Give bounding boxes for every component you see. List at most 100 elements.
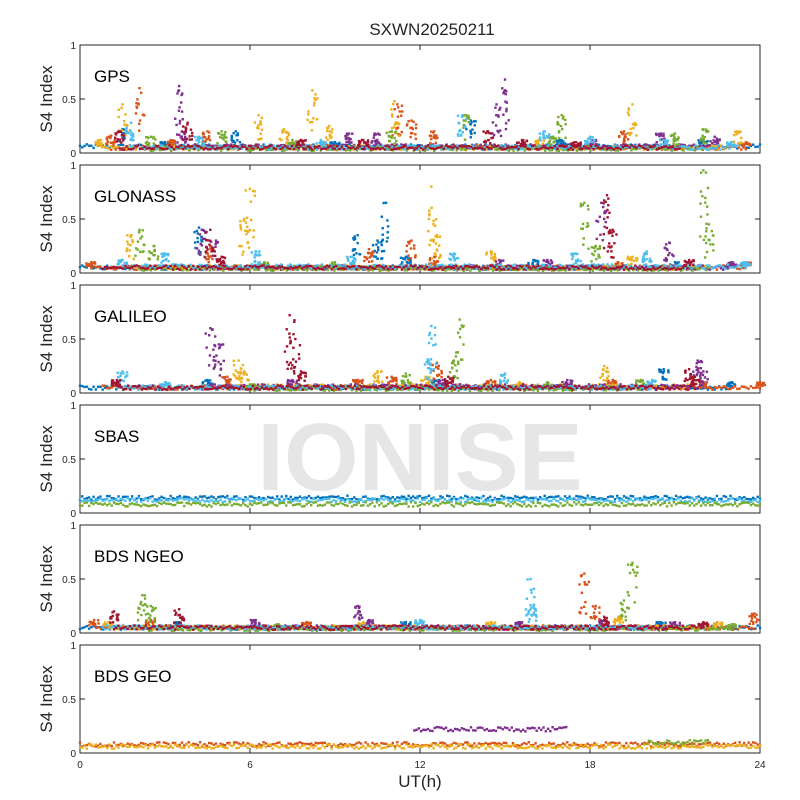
data-point	[469, 269, 471, 271]
data-point	[703, 239, 705, 241]
data-point	[391, 115, 393, 117]
data-point	[314, 93, 316, 95]
data-point	[386, 237, 388, 239]
data-point-peak	[730, 261, 732, 263]
data-point	[289, 263, 291, 265]
y-axis-label: S4 Index	[37, 185, 56, 253]
data-point	[666, 249, 668, 251]
data-point	[526, 140, 528, 142]
data-point	[515, 146, 517, 148]
data-point	[258, 250, 260, 252]
data-point	[434, 225, 436, 227]
data-point	[162, 148, 164, 150]
data-point	[587, 208, 589, 210]
data-point	[531, 145, 533, 147]
data-point-peak	[631, 256, 633, 258]
data-point	[718, 139, 720, 141]
data-point	[481, 147, 483, 149]
data-point	[670, 265, 672, 267]
data-point	[198, 250, 200, 252]
data-point	[585, 147, 587, 149]
data-point	[287, 139, 289, 141]
data-point	[411, 147, 413, 149]
data-point	[345, 138, 347, 140]
data-point	[738, 146, 740, 148]
data-point	[148, 143, 150, 145]
data-point	[631, 144, 633, 146]
data-point	[587, 225, 589, 227]
data-point	[630, 149, 632, 151]
data-point	[583, 269, 585, 271]
data-point	[435, 253, 437, 255]
data-point	[734, 145, 736, 147]
data-point-peak	[393, 100, 395, 102]
data-point	[711, 230, 713, 232]
data-point-peak	[257, 114, 259, 116]
data-point	[588, 264, 590, 266]
data-point-peak	[138, 87, 140, 89]
data-point	[175, 148, 177, 150]
data-point	[740, 148, 742, 150]
data-point	[216, 142, 218, 144]
data-point	[381, 145, 383, 147]
data-point	[198, 145, 200, 147]
data-point	[211, 258, 213, 260]
data-point	[110, 149, 112, 151]
data-point	[654, 264, 656, 266]
data-point-peak	[99, 139, 101, 141]
data-point	[491, 257, 493, 259]
data-point	[618, 136, 620, 138]
data-point	[622, 146, 624, 148]
data-point	[692, 148, 694, 150]
data-point	[420, 147, 422, 149]
data-point	[400, 146, 402, 148]
data-point	[597, 146, 599, 148]
data-point	[490, 137, 492, 139]
data-point-peak	[600, 202, 602, 204]
data-point	[123, 120, 125, 122]
data-point	[220, 146, 222, 148]
data-point	[134, 255, 136, 257]
data-point	[436, 144, 438, 146]
data-point	[83, 145, 85, 147]
data-point	[197, 232, 199, 234]
data-point	[143, 145, 145, 147]
y-tick-label: 1	[70, 41, 76, 52]
data-point	[592, 146, 594, 148]
data-point	[250, 200, 252, 202]
data-point	[81, 146, 83, 148]
data-point	[304, 268, 306, 270]
data-point	[581, 145, 583, 147]
data-point	[132, 135, 134, 137]
data-point	[392, 103, 394, 105]
data-point	[622, 133, 624, 135]
data-point	[213, 269, 215, 271]
data-point	[564, 137, 566, 139]
data-point	[227, 148, 229, 150]
data-point	[739, 142, 741, 144]
data-point	[381, 250, 383, 252]
data-point	[376, 139, 378, 141]
data-point	[116, 140, 118, 142]
s4-index-chart: SXWN20250211 00.51S4 Index GPS00.51S4 Ind…	[0, 0, 800, 800]
data-point	[285, 141, 287, 143]
data-point	[700, 216, 702, 218]
data-point	[214, 246, 216, 248]
data-point	[640, 145, 642, 147]
data-point	[139, 119, 141, 121]
data-point-peak	[702, 128, 704, 130]
data-point	[250, 145, 252, 147]
data-point	[95, 141, 97, 143]
data-point	[667, 144, 669, 146]
data-point	[665, 145, 667, 147]
data-point-peak	[373, 132, 375, 134]
data-point	[326, 269, 328, 271]
data-point	[472, 147, 474, 149]
data-point	[273, 147, 275, 149]
data-point-peak	[674, 132, 676, 134]
data-point	[571, 258, 573, 260]
data-point-peak	[589, 136, 591, 138]
data-point-peak	[220, 130, 222, 132]
data-point	[88, 145, 90, 147]
data-point-peak	[356, 234, 358, 236]
